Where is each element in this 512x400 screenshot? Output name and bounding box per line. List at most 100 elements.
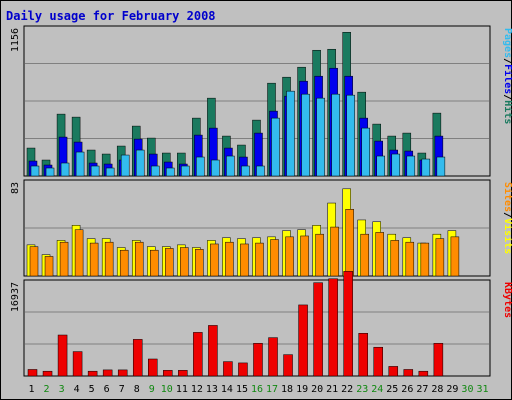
bar-sites-day-25 bbox=[390, 240, 400, 277]
ymax-label-hits-files-pages: 1156 bbox=[10, 28, 21, 52]
bar-sites-day-15 bbox=[240, 243, 249, 277]
bar-kbytes-day-9 bbox=[148, 358, 158, 377]
bar-pages-day-23 bbox=[361, 127, 370, 177]
bar-pages-day-27 bbox=[421, 158, 431, 177]
x-tick-label-day-10: 10 bbox=[161, 384, 173, 395]
legend-entry: KBytes bbox=[502, 282, 512, 318]
x-tick-label-day-8: 8 bbox=[134, 384, 140, 395]
bar-sites-day-8 bbox=[134, 241, 144, 277]
bar-pages-day-11 bbox=[181, 165, 190, 177]
bar-kbytes-day-21 bbox=[328, 278, 338, 377]
bar-kbytes-day-1 bbox=[27, 369, 38, 377]
legend-entry: Files bbox=[502, 64, 512, 94]
bar-sites-day-17 bbox=[270, 239, 279, 277]
bar-sites-day-21 bbox=[330, 226, 339, 277]
bar-pages-day-5 bbox=[90, 165, 100, 177]
x-tick-label-day-14: 14 bbox=[221, 384, 233, 395]
bar-pages-day-24 bbox=[376, 155, 385, 177]
bar-pages-day-28 bbox=[436, 156, 446, 177]
bar-pages-day-4 bbox=[75, 151, 85, 177]
x-tick-label-day-5: 5 bbox=[89, 384, 95, 395]
legend-hits-files-pages: Pages/Files/Hits bbox=[502, 28, 512, 124]
x-tick-label-day-16: 16 bbox=[251, 384, 263, 395]
bar-pages-day-25 bbox=[391, 153, 401, 177]
bar-pages-day-18 bbox=[286, 90, 295, 177]
bar-pages-day-6 bbox=[105, 167, 115, 177]
bar-sites-day-20 bbox=[315, 233, 324, 277]
legend-entry: Sites bbox=[502, 182, 512, 212]
bar-pages-day-17 bbox=[271, 117, 280, 177]
ymax-label-kbytes: 16937 bbox=[10, 282, 21, 312]
legend-entry: / bbox=[502, 58, 512, 64]
bar-pages-day-15 bbox=[241, 165, 250, 177]
x-tick-label-day-27: 27 bbox=[416, 384, 428, 395]
bar-sites-day-29 bbox=[450, 236, 460, 277]
bar-kbytes-day-11 bbox=[178, 370, 188, 377]
bar-kbytes-day-3 bbox=[57, 334, 68, 377]
bar-sites-day-11 bbox=[180, 247, 189, 277]
legend-entry: / bbox=[502, 94, 512, 100]
legend-entry: Pages bbox=[502, 28, 512, 58]
x-tick-label-day-9: 9 bbox=[149, 384, 155, 395]
bar-kbytes-day-2 bbox=[42, 370, 53, 377]
x-tick-label-day-30: 30 bbox=[461, 384, 473, 395]
bar-sites-day-22 bbox=[345, 209, 354, 277]
bar-kbytes-day-7 bbox=[117, 369, 128, 377]
bar-sites-day-3 bbox=[59, 241, 69, 277]
x-tick-label-day-28: 28 bbox=[431, 384, 443, 395]
ymax-label-visits-sites: 83 bbox=[10, 182, 21, 194]
bar-kbytes-day-24 bbox=[373, 346, 383, 377]
x-tick-label-day-4: 4 bbox=[74, 384, 80, 395]
bar-kbytes-day-19 bbox=[298, 304, 308, 377]
bar-kbytes-day-25 bbox=[388, 366, 399, 377]
x-tick-label-day-17: 17 bbox=[266, 384, 278, 395]
bar-pages-day-22 bbox=[346, 94, 355, 177]
legend-kbytes: KBytes bbox=[502, 282, 512, 318]
x-tick-label-day-1: 1 bbox=[29, 384, 35, 395]
bar-kbytes-day-12 bbox=[193, 332, 203, 377]
bar-pages-day-26 bbox=[406, 155, 416, 177]
bar-kbytes-day-20 bbox=[313, 282, 323, 377]
x-tick-label-day-31: 31 bbox=[476, 384, 488, 395]
bar-pages-day-1 bbox=[30, 165, 40, 177]
bar-kbytes-day-27 bbox=[418, 370, 429, 377]
bar-sites-day-24 bbox=[375, 232, 384, 277]
bar-pages-day-12 bbox=[196, 156, 205, 177]
bar-sites-day-14 bbox=[225, 241, 234, 277]
bar-pages-day-16 bbox=[256, 165, 265, 177]
x-tick-label-day-20: 20 bbox=[311, 384, 323, 395]
bar-pages-day-8 bbox=[135, 149, 145, 177]
bar-sites-day-12 bbox=[195, 249, 204, 277]
bar-kbytes-day-8 bbox=[132, 339, 143, 377]
bar-kbytes-day-5 bbox=[87, 370, 98, 377]
x-tick-label-day-13: 13 bbox=[206, 384, 218, 395]
legend-entry: / bbox=[502, 212, 512, 218]
bar-kbytes-day-28 bbox=[433, 343, 444, 377]
bar-kbytes-day-13 bbox=[208, 325, 218, 377]
bar-pages-day-3 bbox=[60, 162, 70, 177]
bar-pages-day-19 bbox=[301, 93, 310, 177]
x-tick-label-day-18: 18 bbox=[281, 384, 293, 395]
bar-kbytes-day-17 bbox=[268, 337, 278, 377]
x-tick-label-day-15: 15 bbox=[236, 384, 248, 395]
bar-pages-day-20 bbox=[316, 97, 325, 177]
legend-visits-sites: Sites/Visits bbox=[502, 182, 512, 254]
bar-sites-day-2 bbox=[44, 256, 54, 277]
x-tick-label-day-3: 3 bbox=[59, 384, 65, 395]
bar-kbytes-day-4 bbox=[72, 351, 83, 377]
bar-kbytes-day-14 bbox=[223, 361, 233, 377]
bar-pages-day-14 bbox=[226, 155, 235, 177]
bar-sites-day-1 bbox=[29, 246, 39, 277]
bar-sites-day-7 bbox=[119, 249, 129, 277]
bar-kbytes-day-22 bbox=[343, 271, 353, 377]
bar-sites-day-6 bbox=[104, 241, 114, 277]
x-tick-label-day-29: 29 bbox=[446, 384, 458, 395]
bar-pages-day-21 bbox=[331, 93, 340, 177]
bar-sites-day-16 bbox=[255, 242, 264, 277]
x-tick-label-day-2: 2 bbox=[44, 384, 50, 395]
bar-sites-day-10 bbox=[165, 248, 174, 277]
x-tick-label-day-7: 7 bbox=[119, 384, 125, 395]
bar-kbytes-day-10 bbox=[163, 370, 173, 377]
bar-kbytes-day-16 bbox=[253, 343, 263, 377]
